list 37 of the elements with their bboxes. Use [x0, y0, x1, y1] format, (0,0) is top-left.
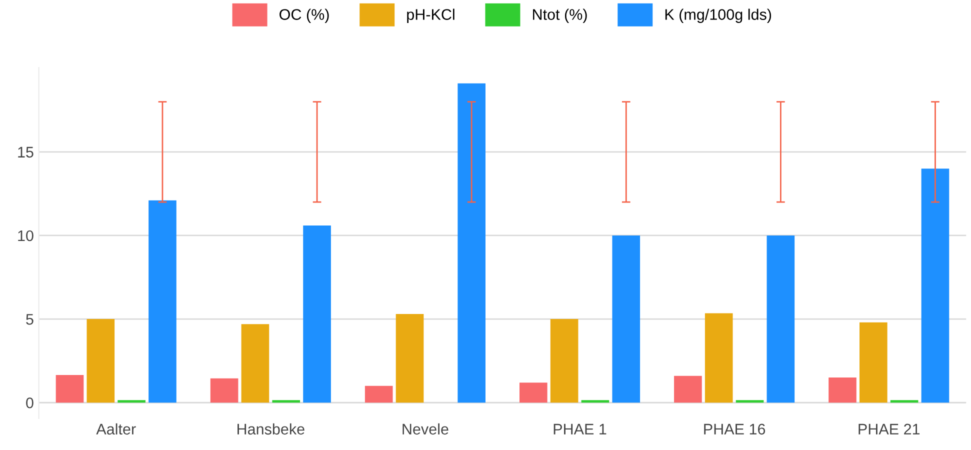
- x-tick-label: Aalter: [96, 423, 136, 435]
- legend-label: pH-KCl: [407, 8, 454, 23]
- bar: [550, 319, 578, 403]
- bar: [890, 400, 918, 403]
- x-tick-label: Nevele: [402, 423, 448, 435]
- bar: [766, 235, 795, 403]
- x-tick-label: Hansbeke: [238, 423, 304, 435]
- x-tick-label: PHAE 1: [554, 424, 606, 434]
- x-tick-label: PHAE 21: [858, 424, 920, 434]
- bar: [56, 375, 84, 403]
- legend-label: OC (%): [280, 8, 329, 23]
- bar: [860, 322, 888, 403]
- legend-label: K (mg/100g lds): [665, 8, 772, 23]
- bar: [458, 83, 486, 403]
- bar: [612, 235, 640, 403]
- bar: [241, 324, 270, 403]
- legend-label: Ntot (%): [533, 8, 587, 23]
- y-tick-label: 15: [18, 146, 34, 158]
- bar: [828, 378, 856, 403]
- bar: [519, 382, 548, 403]
- y-tick-label: 5: [26, 314, 34, 325]
- bar: [303, 225, 331, 403]
- bar: [396, 314, 424, 403]
- y-tick-label: 10: [18, 230, 34, 242]
- y-tick-label: 0: [26, 397, 34, 408]
- bar: [736, 400, 764, 403]
- bar: [148, 200, 176, 403]
- bar: [581, 400, 610, 403]
- bar: [921, 168, 950, 403]
- bar: [364, 386, 393, 403]
- bar: [704, 313, 733, 403]
- x-tick-label: PHAE 16: [704, 424, 766, 435]
- bar: [272, 400, 300, 403]
- bar: [86, 319, 115, 403]
- bar: [674, 376, 702, 403]
- bar: [210, 378, 238, 403]
- bar: [118, 400, 146, 403]
